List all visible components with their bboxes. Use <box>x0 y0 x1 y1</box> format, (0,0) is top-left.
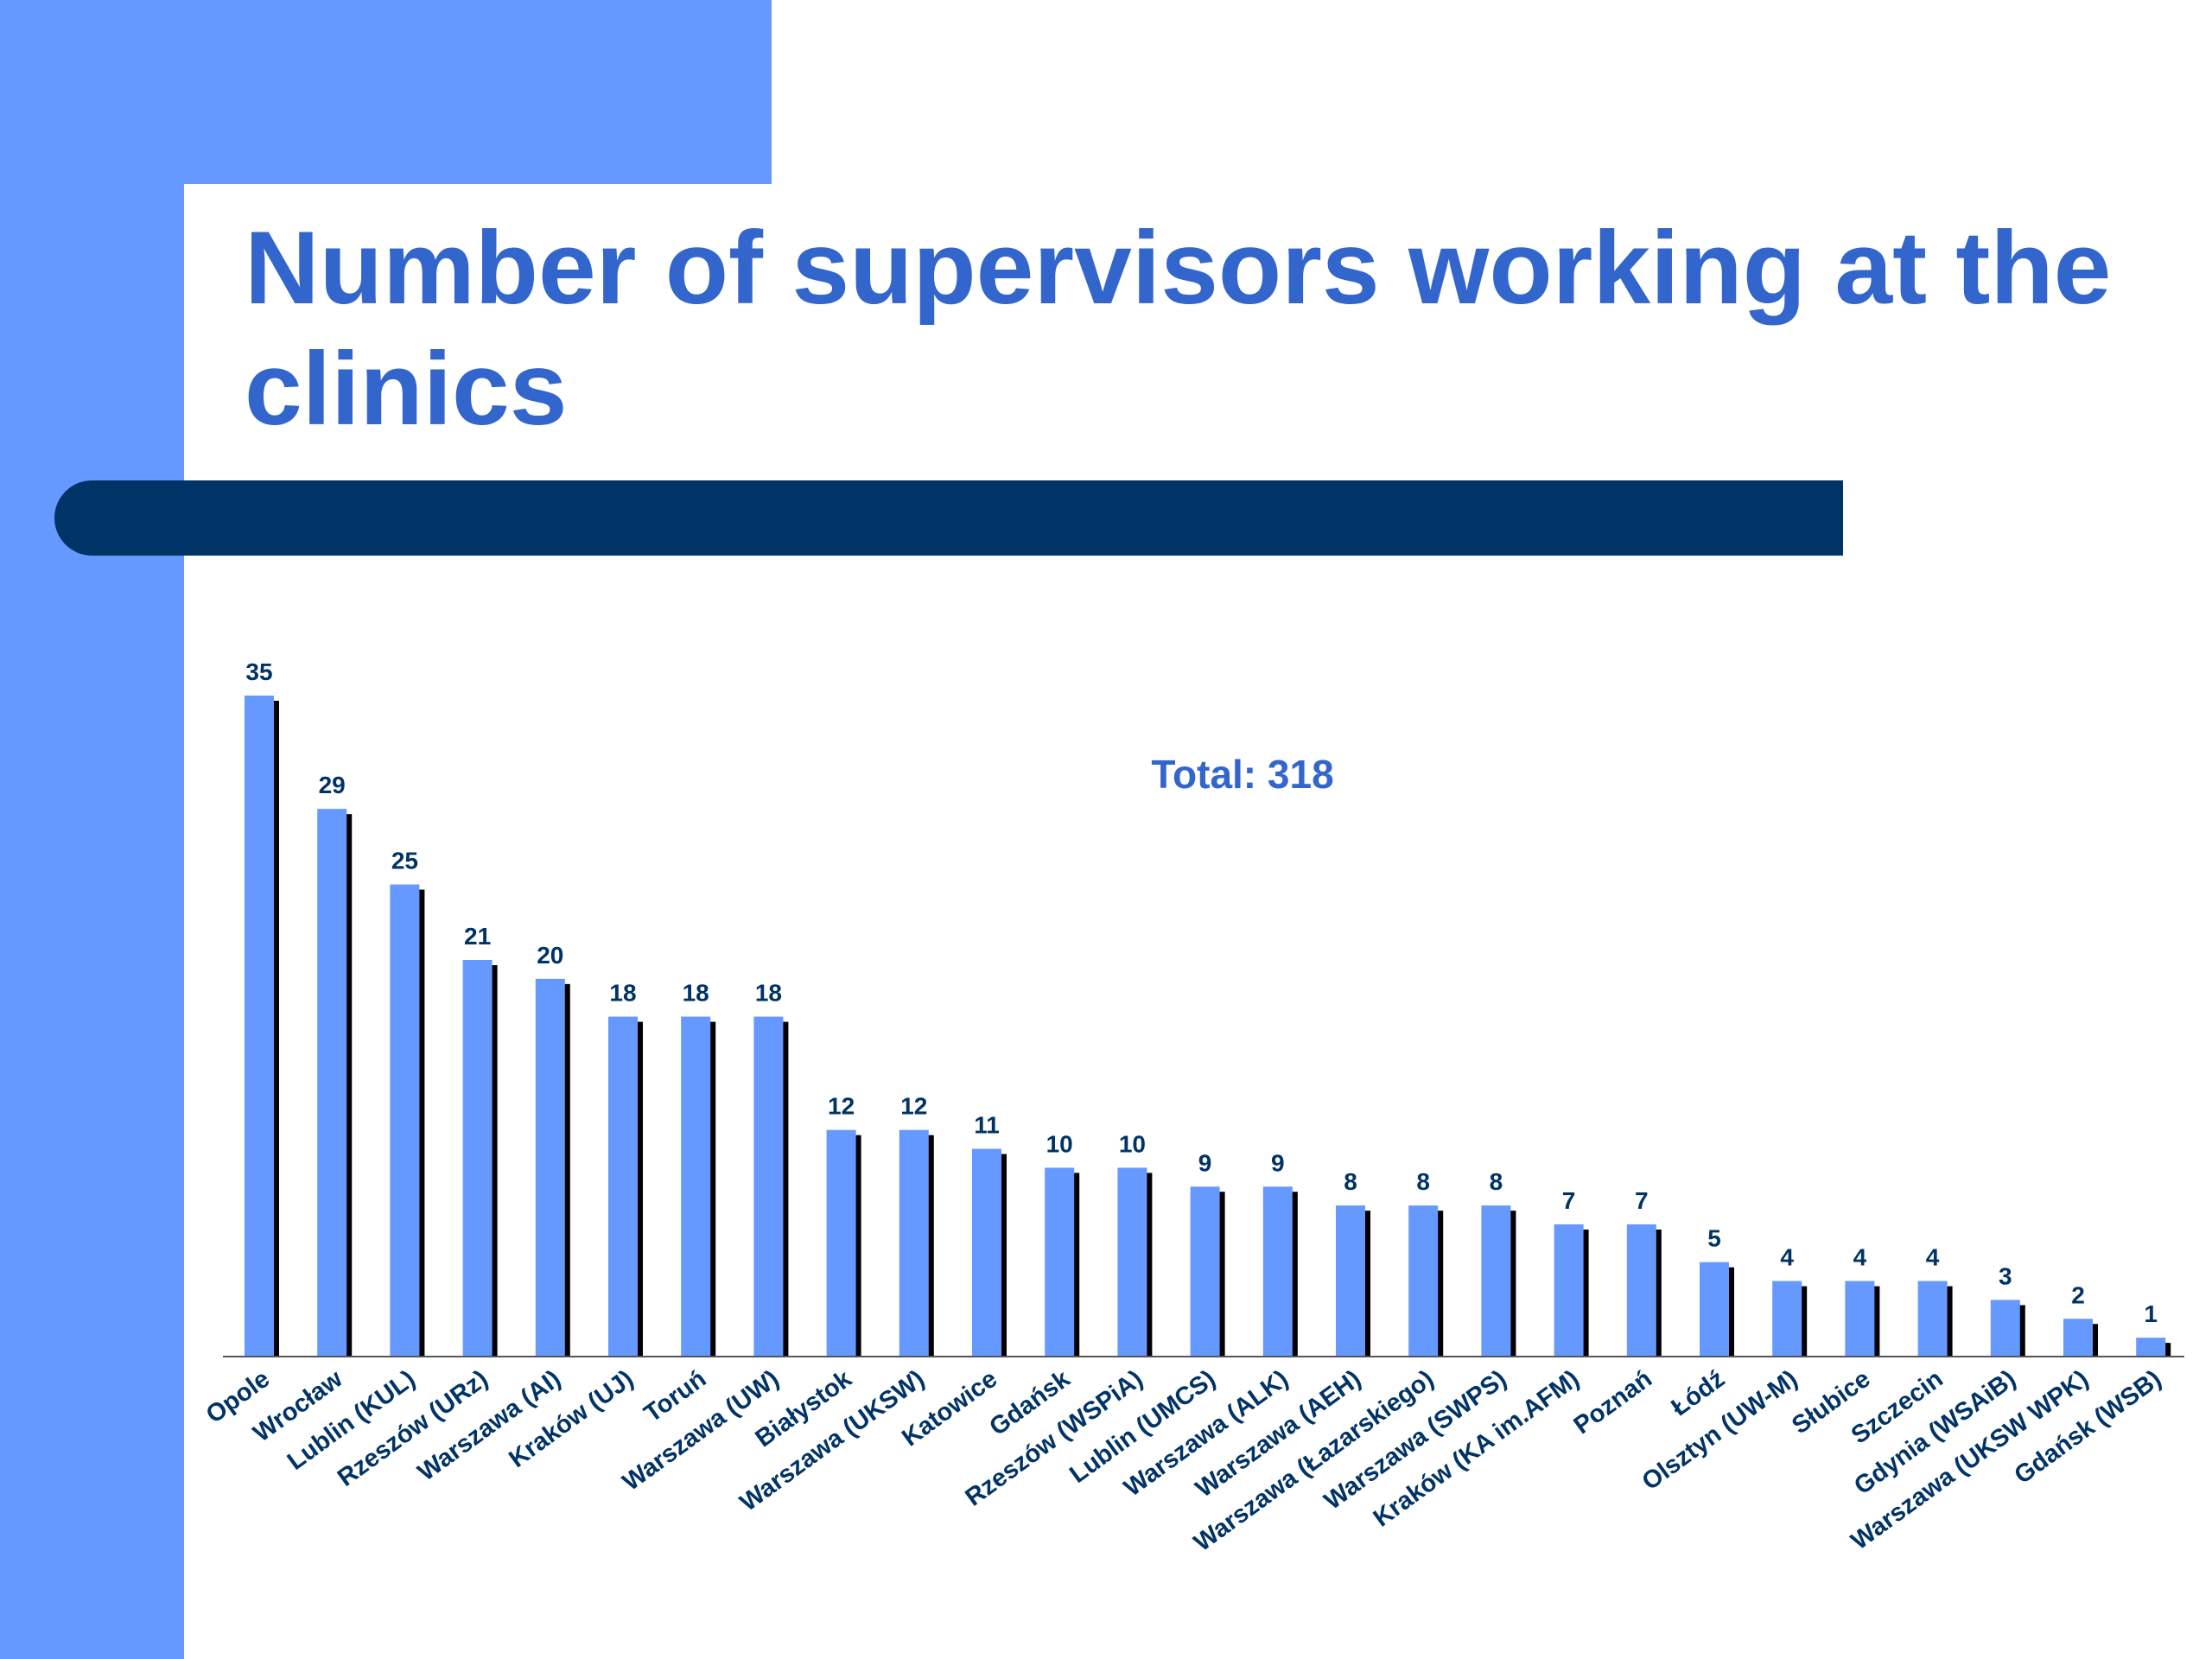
value-label: 3 <box>1999 1262 2012 1289</box>
value-label: 8 <box>1344 1168 1357 1195</box>
total-annotation: Total: 318 <box>1151 752 1333 797</box>
value-label: 4 <box>1853 1244 1867 1271</box>
bar <box>1336 1205 1365 1357</box>
bar <box>1045 1167 1075 1357</box>
bar <box>1117 1167 1147 1357</box>
value-label: 7 <box>1562 1187 1576 1214</box>
value-label: 9 <box>1198 1149 1212 1176</box>
value-label: 29 <box>319 772 346 798</box>
bar <box>972 1148 1001 1357</box>
bar <box>462 960 493 1357</box>
bar <box>1626 1224 1656 1357</box>
left-decorative-stripe <box>0 0 184 1659</box>
bar <box>1554 1224 1584 1357</box>
bar <box>1190 1186 1220 1357</box>
value-label: 25 <box>391 848 418 874</box>
bar <box>826 1129 856 1357</box>
value-label: 18 <box>755 980 782 1007</box>
value-label: 2 <box>2071 1281 2085 1308</box>
bars <box>245 696 2171 1357</box>
value-label: 10 <box>1046 1130 1073 1157</box>
value-label: 7 <box>1635 1187 1649 1214</box>
bar <box>2136 1338 2166 1357</box>
value-label: 8 <box>1490 1168 1503 1195</box>
top-decorative-block <box>0 0 772 184</box>
value-label: 12 <box>828 1093 855 1120</box>
content-panel <box>184 184 2212 1659</box>
bar <box>245 696 274 1357</box>
value-label: 11 <box>974 1112 1000 1139</box>
value-label: 5 <box>1707 1225 1721 1252</box>
slide-title: Number of supervisors working at the cli… <box>245 210 2112 447</box>
bar <box>681 1016 711 1357</box>
value-label: 20 <box>537 942 563 969</box>
bar <box>317 809 347 1357</box>
bar <box>1772 1281 1802 1357</box>
value-label: 18 <box>683 980 709 1007</box>
value-label: 4 <box>1780 1244 1794 1271</box>
value-label: 18 <box>609 980 636 1007</box>
bar <box>1917 1281 1948 1357</box>
bar <box>2063 1319 2093 1357</box>
title-underline-bar <box>54 480 1843 556</box>
value-label: 8 <box>1416 1168 1430 1195</box>
bar <box>753 1016 784 1357</box>
bar <box>535 978 565 1357</box>
bar <box>1700 1262 1729 1357</box>
bar <box>1481 1205 1511 1357</box>
bar <box>899 1129 929 1357</box>
bar <box>1990 1300 2020 1357</box>
category-label: Poznań <box>1569 1365 1657 1440</box>
value-label: 4 <box>1926 1244 1940 1271</box>
bar <box>390 884 420 1357</box>
bar <box>1408 1205 1439 1357</box>
value-label: 21 <box>464 923 491 950</box>
value-label: 9 <box>1271 1149 1285 1176</box>
value-label: 35 <box>245 658 272 685</box>
bar <box>1262 1186 1293 1357</box>
value-label: 12 <box>900 1093 927 1120</box>
category-label: Kraków (UJ) <box>504 1365 639 1473</box>
bar <box>1845 1281 1875 1357</box>
value-label: 1 <box>2144 1300 2158 1327</box>
value-label: 10 <box>1119 1130 1146 1157</box>
bar <box>608 1016 638 1357</box>
